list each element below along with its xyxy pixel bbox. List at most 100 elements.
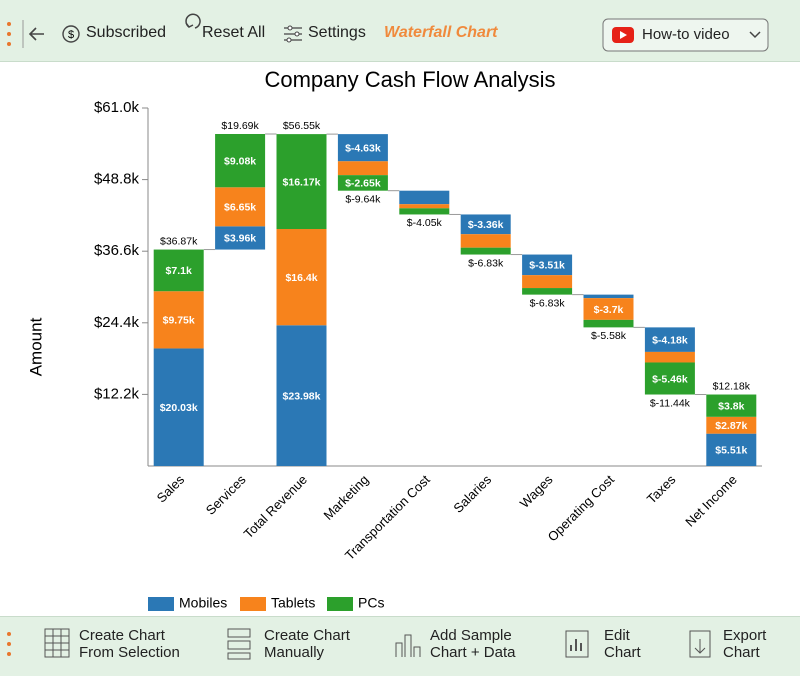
legend-swatch [327, 597, 353, 611]
segment-label: $3.8k [718, 400, 744, 412]
legend-label: PCs [358, 595, 384, 611]
button-label: Chart [604, 644, 641, 661]
segment-label: $9.75k [163, 315, 195, 327]
bar-segment [583, 294, 634, 299]
bar-segment [153, 291, 204, 349]
x-tick-label: Sales [154, 472, 188, 506]
button-label: Export [723, 627, 767, 644]
footer-icons [7, 628, 711, 660]
button-label: Chart [723, 644, 760, 661]
bar-segment [522, 288, 573, 295]
segment-label: $20.03k [160, 402, 198, 414]
segment-label: $-4.18k [652, 334, 688, 346]
bar-segment [215, 133, 266, 188]
video-button[interactable]: How-to video [642, 26, 730, 43]
footer-button[interactable]: Create Chart Manually [264, 627, 350, 661]
segment-label: $-5.46k [652, 373, 688, 385]
bar-segment [583, 319, 634, 328]
button-label: Create Chart [79, 627, 165, 644]
footer-button[interactable]: Create Chart From Selection [79, 627, 180, 661]
segment-label: $9.08k [224, 155, 256, 167]
bar-segment [644, 327, 695, 352]
segment-label: $-2.65k [345, 178, 381, 190]
bar-segment [644, 362, 695, 395]
button-label: Add Sample [430, 627, 512, 644]
legend-label: Mobiles [179, 595, 227, 611]
x-tick-label: Total Revenue [241, 472, 310, 541]
button-label: Chart + Data [430, 644, 516, 661]
y-tick-label: $61.0k [94, 99, 140, 116]
y-tick-label: $48.8k [94, 171, 140, 188]
bar-segment [337, 161, 388, 176]
segment-label: $-3.7k [594, 304, 624, 316]
total-label: $-6.83k [530, 297, 566, 309]
bar-segment [644, 351, 695, 363]
chart-title: Company Cash Flow Analysis [264, 67, 555, 92]
footer-button[interactable]: Add Sample Chart + Data [430, 627, 515, 661]
bar-segment [276, 134, 327, 230]
bar-segment [153, 249, 204, 292]
bar-segment [583, 298, 634, 320]
button-label: Edit [604, 627, 630, 644]
y-axis-label: Amount [26, 317, 45, 376]
subscribed-button[interactable]: Subscribed [86, 24, 167, 41]
settings-button[interactable]: Settings [308, 24, 366, 41]
toolbar: $ Subscribed Reset All Settings Waterfal… [0, 0, 800, 62]
y-tick-label: $24.4k [94, 314, 140, 331]
total-label: $56.55k [283, 120, 321, 132]
legend-swatch [240, 597, 266, 611]
footer-button[interactable]: Edit Chart [604, 627, 641, 661]
bar-segment [460, 234, 511, 248]
bar-segment [399, 208, 450, 215]
button-label: Create Chart [264, 627, 350, 644]
x-tick-label: Services [203, 472, 249, 518]
segment-label: $2.87k [715, 420, 747, 432]
y-tick-label: $12.2k [94, 385, 140, 402]
chart-name: Waterfall Chart [384, 24, 498, 41]
segment-label: $-4.63k [345, 142, 381, 154]
bar-segment [522, 254, 573, 276]
footer-toolbar: Create Chart From Selection Create Chart Ma… [0, 616, 800, 676]
legend-label: Tablets [271, 595, 315, 611]
bar-segment [276, 325, 327, 466]
total-label: $36.87k [160, 235, 198, 247]
segment-label: $6.65k [224, 202, 256, 214]
bar-segment [215, 187, 266, 227]
bar-segment [153, 348, 204, 466]
bar-segment [522, 275, 573, 289]
button-label: Manually [264, 644, 325, 661]
segment-label: $5.51k [715, 445, 747, 457]
bar-segment [460, 247, 511, 255]
segment-label: $16.17k [283, 176, 321, 188]
segment-label: $-3.36k [468, 219, 504, 231]
bar-segment [337, 175, 388, 191]
segment-label: $7.1k [166, 265, 192, 277]
x-tick-label: Salaries [450, 472, 494, 516]
segment-label: $-3.51k [529, 260, 565, 272]
bar-segment [706, 433, 757, 466]
bar-segment [276, 229, 327, 326]
reset-button[interactable]: Reset All [202, 24, 266, 41]
svg-text:$: $ [68, 29, 74, 41]
total-label: $-5.58k [591, 330, 627, 342]
segment-label: $23.98k [283, 390, 321, 402]
total-label: $-4.05k [407, 217, 443, 229]
bar-segment [399, 190, 450, 205]
bar-segment [337, 134, 388, 162]
x-tick-label: Marketing [320, 472, 371, 523]
button-label: From Selection [79, 644, 180, 661]
x-tick-label: Net Income [682, 472, 740, 530]
bar-segment [399, 204, 450, 209]
chart: Company Cash Flow Analysis Amount $12.2k… [26, 67, 762, 611]
toolbar-icons: $ [7, 13, 769, 52]
legend-swatch [148, 597, 174, 611]
footer-button[interactable]: Export Chart [723, 627, 766, 661]
bar-segment [460, 214, 511, 235]
total-label: $19.69k [221, 120, 259, 132]
total-label: $-9.64k [345, 193, 381, 205]
segment-label: $16.4k [285, 272, 317, 284]
x-tick-label: Taxes [644, 472, 679, 507]
bar-segment [706, 416, 757, 434]
y-tick-label: $36.6k [94, 242, 140, 259]
